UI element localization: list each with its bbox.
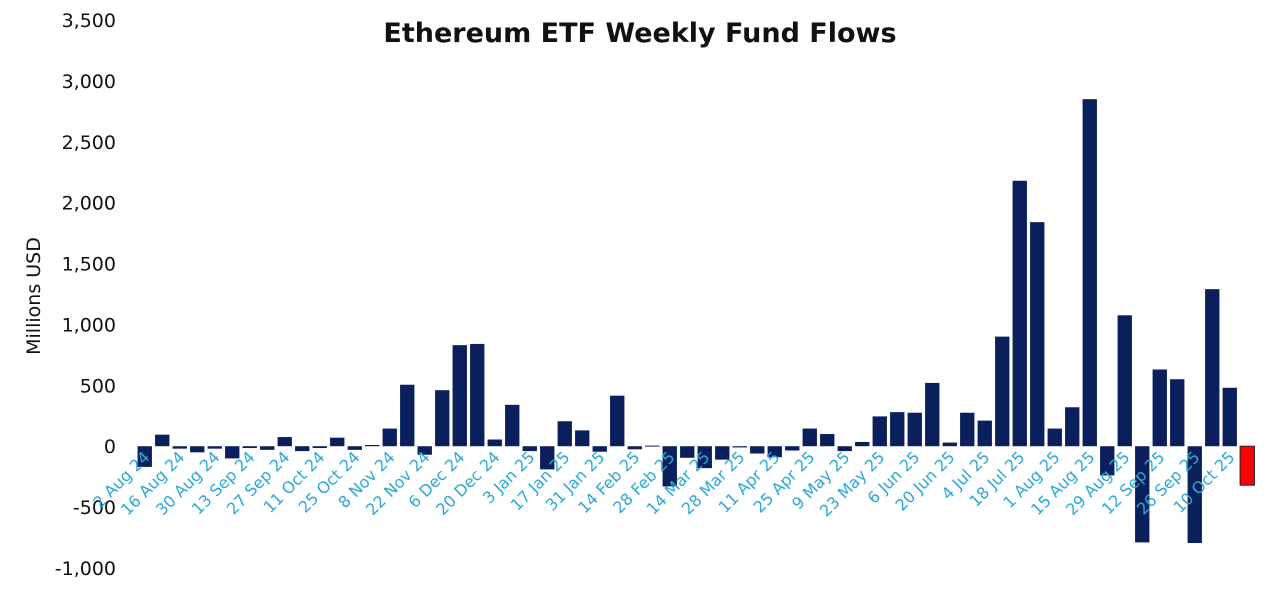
bar-18-jul-25 xyxy=(1012,180,1027,447)
bar-8-aug-25 xyxy=(1065,407,1080,447)
bar-29-aug-25 xyxy=(1117,315,1132,447)
y-tick-label: 2,000 xyxy=(62,193,116,215)
bar-30-may-25 xyxy=(890,412,905,447)
bar-7-mar-25 xyxy=(680,446,695,458)
bar-22-aug-25 xyxy=(1100,446,1115,476)
bar-20-sep-24 xyxy=(260,446,275,450)
bar-25-jul-25 xyxy=(1030,222,1045,447)
bar-24-jan-25 xyxy=(575,430,590,447)
bar-15-nov-24 xyxy=(400,384,415,447)
bar-2-aug-24 xyxy=(137,446,152,467)
y-tick-label: 3,500 xyxy=(62,10,116,32)
bar-21-feb-25 xyxy=(645,445,660,447)
bar-27-dec-24 xyxy=(505,404,520,447)
bar-27-sep-24 xyxy=(277,437,292,447)
y-tick-label: 3,000 xyxy=(62,71,116,93)
bars xyxy=(137,99,1255,544)
y-tick-label: 1,500 xyxy=(62,254,116,276)
bar-13-sep-24 xyxy=(242,446,257,449)
y-tick-label: 1,000 xyxy=(62,314,116,336)
bar-23-aug-24 xyxy=(190,446,205,453)
bar-27-jun-25 xyxy=(960,412,975,447)
bar-29-nov-24 xyxy=(435,390,450,447)
bar-26-sep-25 xyxy=(1187,446,1202,544)
bar-15-aug-25 xyxy=(1082,99,1097,447)
bar-18-oct-24 xyxy=(330,437,345,447)
bar-20-jun-25 xyxy=(942,442,957,447)
bar-23-may-25 xyxy=(872,416,887,447)
y-tick-label: -1,000 xyxy=(55,558,116,580)
bar-16-aug-24 xyxy=(172,446,187,449)
bar-18-apr-25 xyxy=(785,446,800,451)
bar-12-sep-25 xyxy=(1152,369,1167,447)
bar-19-sep-25 xyxy=(1170,379,1185,447)
bar-10-oct-25 xyxy=(1222,387,1237,447)
bar-6-sep-24 xyxy=(225,446,240,459)
y-axis-label: Millions USD xyxy=(23,237,45,355)
bar-3-jan-25 xyxy=(522,446,537,452)
bar-6-dec-24 xyxy=(452,345,467,447)
bar-7-feb-25 xyxy=(610,395,625,447)
bar-11-oct-24 xyxy=(312,446,327,449)
bar-21-mar-25 xyxy=(715,446,730,460)
bar-17-jan-25 xyxy=(557,421,572,447)
bar-25-oct-24 xyxy=(347,446,362,450)
y-tick-label: 500 xyxy=(80,375,116,397)
bar-1-aug-25 xyxy=(1047,428,1062,447)
chart-title: Ethereum ETF Weekly Fund Flows xyxy=(383,18,896,49)
bar-16-may-25 xyxy=(855,441,870,447)
bar-11-apr-25 xyxy=(767,446,782,458)
bar-28-mar-25 xyxy=(732,446,747,448)
bar-5-sep-25 xyxy=(1135,446,1150,543)
y-tick-label: 0 xyxy=(104,436,116,458)
bar-14-feb-25 xyxy=(627,446,642,450)
y-axis-ticks: 3,500 3,000 2,500 2,000 1,500 1,000 500 0 -500 -1… xyxy=(55,10,116,580)
bar-4-oct-24 xyxy=(295,446,310,452)
y-tick-label: -500 xyxy=(73,497,116,519)
bar-30-aug-24 xyxy=(207,446,222,449)
bar-4-apr-25 xyxy=(750,446,765,454)
bar-20-dec-24 xyxy=(487,439,502,447)
bar-14-mar-25 xyxy=(697,446,712,469)
bar-13-dec-24 xyxy=(470,343,485,447)
y-tick-label: 2,500 xyxy=(62,132,116,154)
bar-25-apr-25 xyxy=(802,428,817,447)
bar-28-feb-25 xyxy=(662,446,677,487)
bar-11-jul-25 xyxy=(995,336,1010,447)
bar-13-jun-25 xyxy=(925,382,940,447)
bar-22-nov-24 xyxy=(417,446,432,455)
bar-6-jun-25 xyxy=(907,412,922,447)
bar-31-jan-25 xyxy=(592,446,607,452)
bar-10-jan-25 xyxy=(540,446,555,470)
bar-3-oct-25 xyxy=(1205,289,1220,447)
bar-4-jul-25 xyxy=(977,420,992,447)
bar-1-nov-24 xyxy=(365,445,380,447)
bar-9-aug-24 xyxy=(155,434,170,447)
bar-17-oct-25 xyxy=(1239,445,1255,486)
bar-2-may-25 xyxy=(820,434,835,447)
bar-8-nov-24 xyxy=(382,428,397,447)
bar-9-may-25 xyxy=(837,446,852,452)
